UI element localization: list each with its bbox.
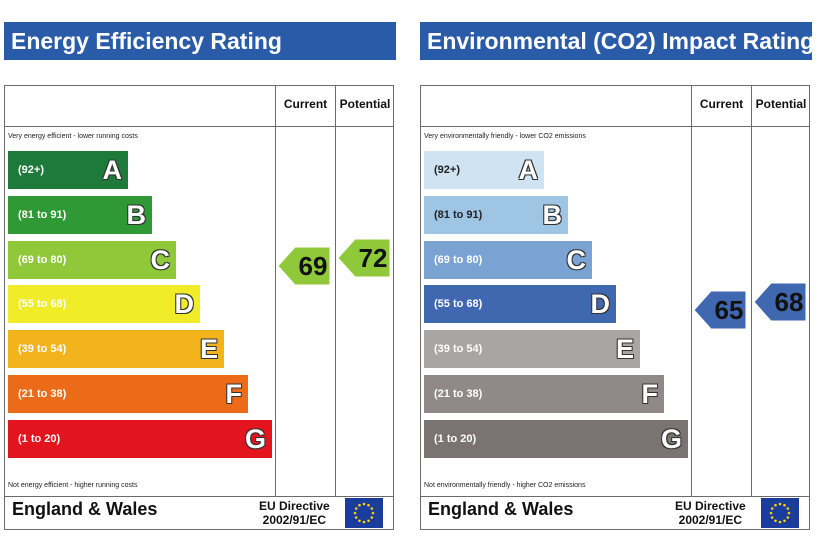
header-divider <box>420 126 810 127</box>
band-letter-label: A <box>102 155 123 185</box>
rating-band-e: (39 to 54) E <box>8 330 224 368</box>
current-rating-arrow: 69 <box>278 247 332 285</box>
rating-band-b: (81 to 91) B <box>8 196 152 234</box>
eu-directive-title: EU Directive <box>259 499 330 513</box>
band-letter-label: F <box>641 379 659 409</box>
footer-region: England & Wales <box>12 499 158 519</box>
eu-stars-icon <box>353 502 375 524</box>
band-range-label: (69 to 80) <box>18 254 67 266</box>
bottom-note: Not environmentally friendly - higher CO… <box>424 482 586 489</box>
band-range-label: (55 to 68) <box>434 298 483 310</box>
rating-band-f: (21 to 38) F <box>8 375 248 413</box>
band-letter-label: G <box>244 424 266 454</box>
energy-efficiency-panel: Energy Efficiency Rating Current Potenti… <box>4 0 396 547</box>
band-range-label: (39 to 54) <box>434 343 483 355</box>
band-range-label: (1 to 20) <box>18 433 61 445</box>
band-range-label: (39 to 54) <box>18 343 67 355</box>
rating-arrow-shape <box>754 283 807 321</box>
band-letter-label: E <box>199 334 218 364</box>
rating-frame <box>4 85 394 530</box>
potential-column-header: Potential <box>755 97 807 111</box>
rating-band-f: (21 to 38) F <box>424 375 664 413</box>
band-letter-label: E <box>615 334 634 364</box>
current-rating-arrow: 65 <box>694 291 748 329</box>
current-rating-value: 69 <box>298 251 328 281</box>
eu-directive-code: 2002/91/EC <box>262 513 327 527</box>
bottom-note: Not energy efficient - higher running co… <box>8 482 138 489</box>
rating-arrow-shape <box>694 291 747 329</box>
band-letter-label: B <box>542 200 563 230</box>
rating-band-d: (55 to 68) D <box>8 285 200 323</box>
header-divider <box>4 126 394 127</box>
eu-flag-icon <box>761 498 799 528</box>
band-letter-label: C <box>150 245 171 275</box>
potential-rating-arrow: 72 <box>338 239 392 277</box>
current-column-header: Current <box>283 97 328 111</box>
potential-rating-arrow: 68 <box>754 283 808 321</box>
top-note: Very environmentally friendly - lower CO… <box>424 133 586 140</box>
eu-flag-icon <box>345 498 383 528</box>
band-letter-label: G <box>660 424 682 454</box>
band-range-label: (55 to 68) <box>18 298 67 310</box>
column-divider <box>275 85 276 497</box>
eu-directive-code: 2002/91/EC <box>678 513 743 527</box>
eu-directive: EU Directive 2002/91/EC <box>675 499 746 527</box>
column-divider <box>335 85 336 497</box>
rating-band-c: (69 to 80) C <box>8 241 176 279</box>
band-range-label: (92+) <box>18 164 44 176</box>
band-range-label: (81 to 91) <box>18 209 67 221</box>
band-letter-label: F <box>225 379 243 409</box>
band-letter-label: A <box>518 155 539 185</box>
top-note: Very energy efficient - lower running co… <box>8 133 138 140</box>
band-range-label: (21 to 38) <box>18 388 67 400</box>
band-letter-label: C <box>566 245 587 275</box>
environmental-impact-panel: Environmental (CO2) Impact Rating Curren… <box>420 0 814 547</box>
footer-divider <box>420 496 810 497</box>
column-divider <box>751 85 752 497</box>
band-range-label: (1 to 20) <box>434 433 477 445</box>
band-range-label: (92+) <box>434 164 460 176</box>
band-letter-label: D <box>590 289 611 319</box>
current-column-header: Current <box>699 97 744 111</box>
current-rating-value: 65 <box>714 295 744 325</box>
potential-column-header: Potential <box>339 97 391 111</box>
footer-divider <box>4 496 394 497</box>
rating-arrow-shape <box>278 247 331 285</box>
panel-title: Energy Efficiency Rating <box>4 22 396 60</box>
band-letter-label: B <box>126 200 147 230</box>
rating-band-c: (69 to 80) C <box>424 241 592 279</box>
footer-region: England & Wales <box>428 499 574 519</box>
rating-band-g: (1 to 20) G <box>8 420 272 458</box>
eu-directive: EU Directive 2002/91/EC <box>259 499 330 527</box>
band-range-label: (69 to 80) <box>434 254 483 266</box>
rating-band-a: (92+) A <box>424 151 544 189</box>
band-range-label: (21 to 38) <box>434 388 483 400</box>
eu-stars-icon <box>769 502 791 524</box>
rating-band-a: (92+) A <box>8 151 128 189</box>
rating-band-d: (55 to 68) D <box>424 285 616 323</box>
band-letter-label: D <box>174 289 195 319</box>
rating-band-g: (1 to 20) G <box>424 420 688 458</box>
rating-band-e: (39 to 54) E <box>424 330 640 368</box>
panel-title: Environmental (CO2) Impact Rating <box>420 22 814 60</box>
rating-band-b: (81 to 91) B <box>424 196 568 234</box>
potential-rating-value: 72 <box>358 243 388 273</box>
rating-arrow-shape <box>338 239 391 277</box>
potential-rating-value: 68 <box>774 287 804 317</box>
band-range-label: (81 to 91) <box>434 209 483 221</box>
column-divider <box>691 85 692 497</box>
rating-frame <box>420 85 810 530</box>
eu-directive-title: EU Directive <box>675 499 746 513</box>
